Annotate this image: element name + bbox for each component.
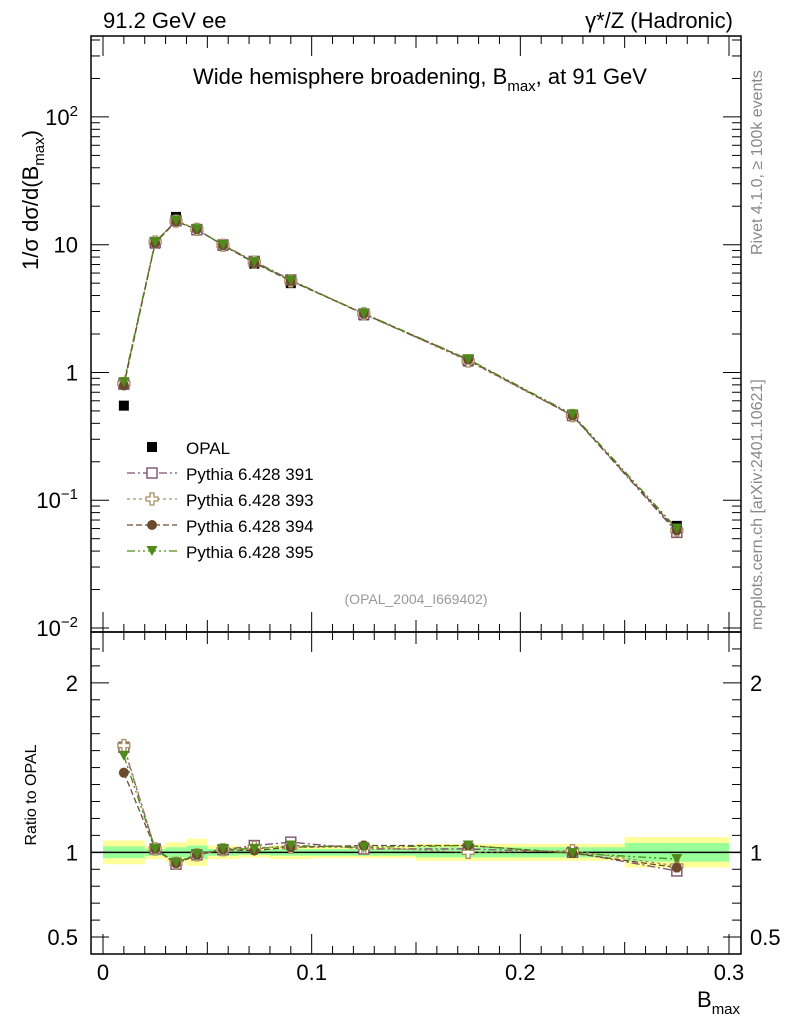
ratio-tick-label-right: 1	[750, 840, 762, 865]
ratio-series-point	[462, 840, 474, 851]
y-tick-label: 1	[66, 360, 78, 385]
ratio-tick-label-right: 2	[750, 671, 762, 696]
ratio-tick-label-right: 0.5	[750, 925, 781, 950]
legend-marker-reference	[147, 442, 157, 452]
plot-title: Wide hemisphere broadening, Bmax, at 91 …	[193, 64, 647, 95]
ratio-tick-label-left: 2	[66, 671, 78, 696]
mcplots-label: mcplots.cern.ch [arXiv:2401.10621]	[749, 379, 766, 630]
legend-marker	[145, 492, 159, 506]
y-tick-label: 10	[54, 233, 78, 258]
series-line	[123, 219, 678, 530]
ratio-tick-label-left: 1	[66, 840, 78, 865]
ratio-plot-panel: 0.5 0.5 1 1 2 2 Ratio to OPAL	[23, 631, 781, 955]
legend-marker	[146, 467, 158, 479]
ratio-series-point	[671, 862, 682, 873]
ratio-y-axis-label: Ratio to OPAL	[23, 744, 40, 845]
legend-label: Pythia 6.428 394	[186, 517, 314, 536]
series-point	[358, 308, 370, 319]
x-tick-label: 0.1	[296, 960, 327, 985]
ratio-series-line	[123, 745, 677, 867]
legend-label: Pythia 6.428 393	[186, 491, 314, 510]
series-point	[191, 224, 203, 235]
ratio-series-point	[358, 842, 370, 853]
series-point	[149, 236, 161, 247]
y-axis-label: 1/σ dσ/d(Bmax)	[18, 130, 48, 270]
ratio-series-point	[671, 854, 683, 865]
series-point	[118, 377, 130, 388]
ratio-series-point	[170, 857, 182, 868]
ratio-series-point	[248, 843, 260, 854]
header-left: 91.2 GeV ee	[103, 8, 227, 33]
ratio-series-point	[149, 843, 161, 854]
series-point	[285, 275, 297, 286]
y-tick-label: 10−2	[36, 614, 78, 641]
ratio-series-point	[461, 845, 475, 859]
ratio-series-point	[217, 843, 229, 854]
legend: OPAL Pythia 6.428 391 Pythia 6.428 393 Pyth…	[127, 439, 314, 562]
series-line	[123, 220, 678, 531]
y-tick-label: 10−1	[36, 486, 78, 513]
legend-label: Pythia 6.428 395	[186, 543, 314, 562]
ratio-series-point	[567, 848, 578, 859]
legend-label: Pythia 6.428 391	[186, 465, 314, 484]
series-point	[217, 239, 229, 250]
series-point	[567, 409, 578, 420]
ratio-plot-frame	[90, 631, 742, 955]
analysis-label: (OPAL_2004_I669402)	[345, 591, 488, 607]
legend-label-reference: OPAL	[186, 439, 230, 458]
series-point	[248, 257, 260, 268]
header-right: γ*/Z (Hadronic)	[585, 8, 733, 33]
ratio-series-line	[123, 755, 677, 864]
x-tick-label: 0.2	[505, 960, 536, 985]
series-point	[170, 215, 182, 226]
ratio-series-point	[118, 767, 129, 778]
x-tick-label: 0	[97, 960, 109, 985]
x-axis-label: Bmax	[697, 987, 741, 1018]
ratio-series-point	[118, 750, 130, 761]
series-line	[123, 219, 678, 533]
series-line	[123, 220, 678, 531]
series-point	[671, 523, 683, 534]
reference-point	[118, 400, 129, 411]
y-tick-label: 102	[45, 103, 78, 130]
legend-marker	[146, 546, 158, 556]
ratio-series-point	[191, 849, 203, 860]
rivet-version-label: Rivet 4.1.0, ≥ 100k events	[749, 70, 766, 255]
x-tick-label: 0.3	[714, 960, 745, 985]
ratio-series-point	[285, 840, 297, 851]
legend-marker	[147, 520, 157, 530]
series-point	[462, 354, 474, 365]
main-plot-panel: 10−2 10−1 1 10 102 Wide hemisphere broadenin…	[18, 35, 742, 641]
ratio-tick-label-left: 0.5	[47, 925, 78, 950]
